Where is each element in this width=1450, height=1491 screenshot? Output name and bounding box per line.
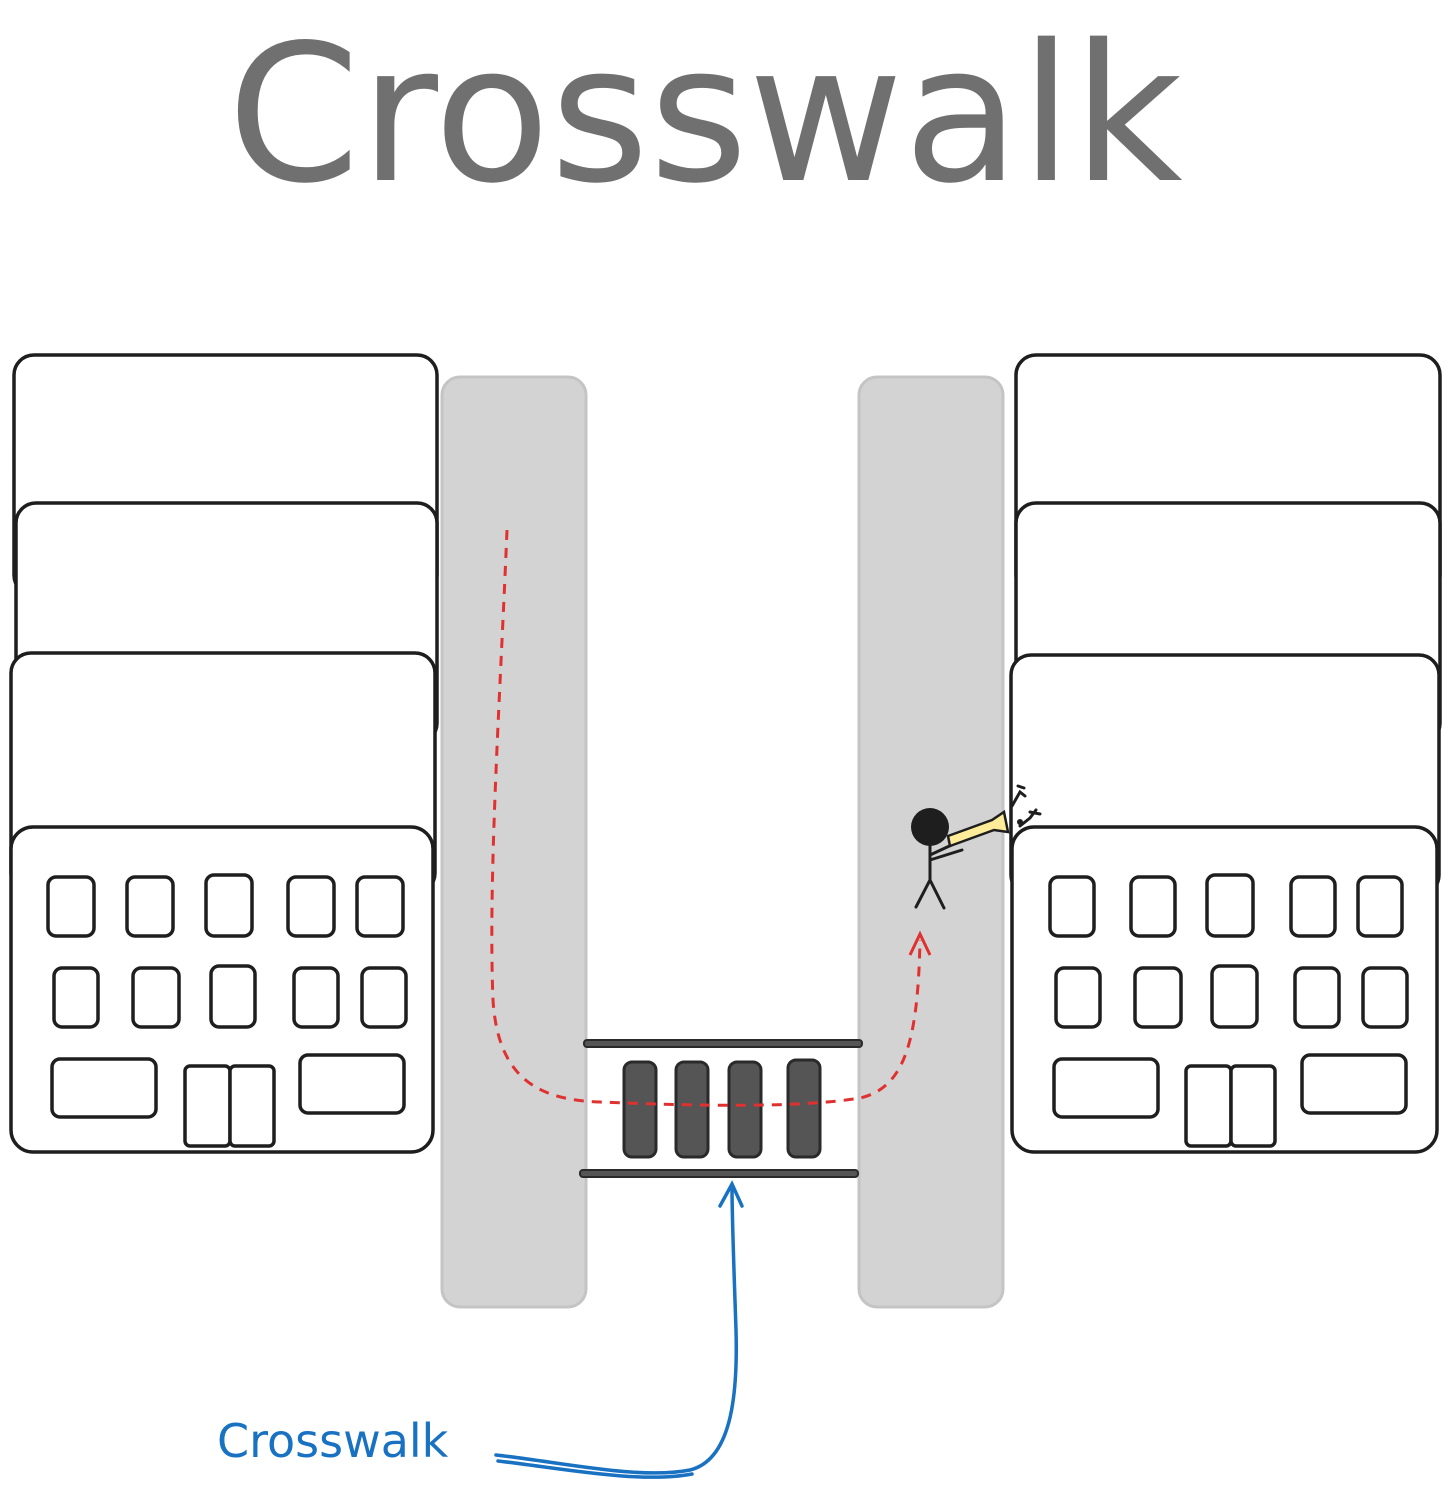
walking-path	[490, 529, 932, 1107]
walking-path-arrowhead	[908, 930, 932, 956]
label-arrow-line-secondary	[496, 1459, 694, 1479]
walking-path-line	[490, 529, 922, 1107]
crosswalk-top-line	[583, 1039, 863, 1048]
crosswalk-stripe	[786, 1058, 822, 1159]
left-building	[9, 353, 439, 1154]
crosswalk	[579, 1039, 863, 1178]
crosswalk-bottom-line	[579, 1169, 859, 1178]
left-sidewalk	[440, 375, 588, 1309]
crosswalk-label: Crosswalk	[217, 1414, 449, 1468]
label-arrow-line	[494, 1184, 739, 1475]
person-legs	[914, 878, 946, 910]
music-notes-icon	[1010, 784, 1042, 828]
right-building	[1009, 353, 1442, 1154]
label-arrow-head	[718, 1180, 744, 1208]
left-building-windows	[46, 873, 408, 1119]
diagram-title: Crosswalk	[227, 4, 1182, 225]
right-building-door	[1184, 1064, 1277, 1148]
label-arrow	[494, 1180, 744, 1479]
trumpet-player-icon	[911, 784, 1042, 910]
trumpet-icon	[946, 809, 1010, 848]
right-building-windows	[1048, 873, 1409, 1119]
left-building-door	[183, 1064, 276, 1148]
crosswalk-stripe	[622, 1060, 658, 1159]
crosswalk-stripe	[727, 1060, 763, 1159]
person-head	[911, 808, 949, 846]
crosswalk-stripe	[674, 1060, 710, 1159]
